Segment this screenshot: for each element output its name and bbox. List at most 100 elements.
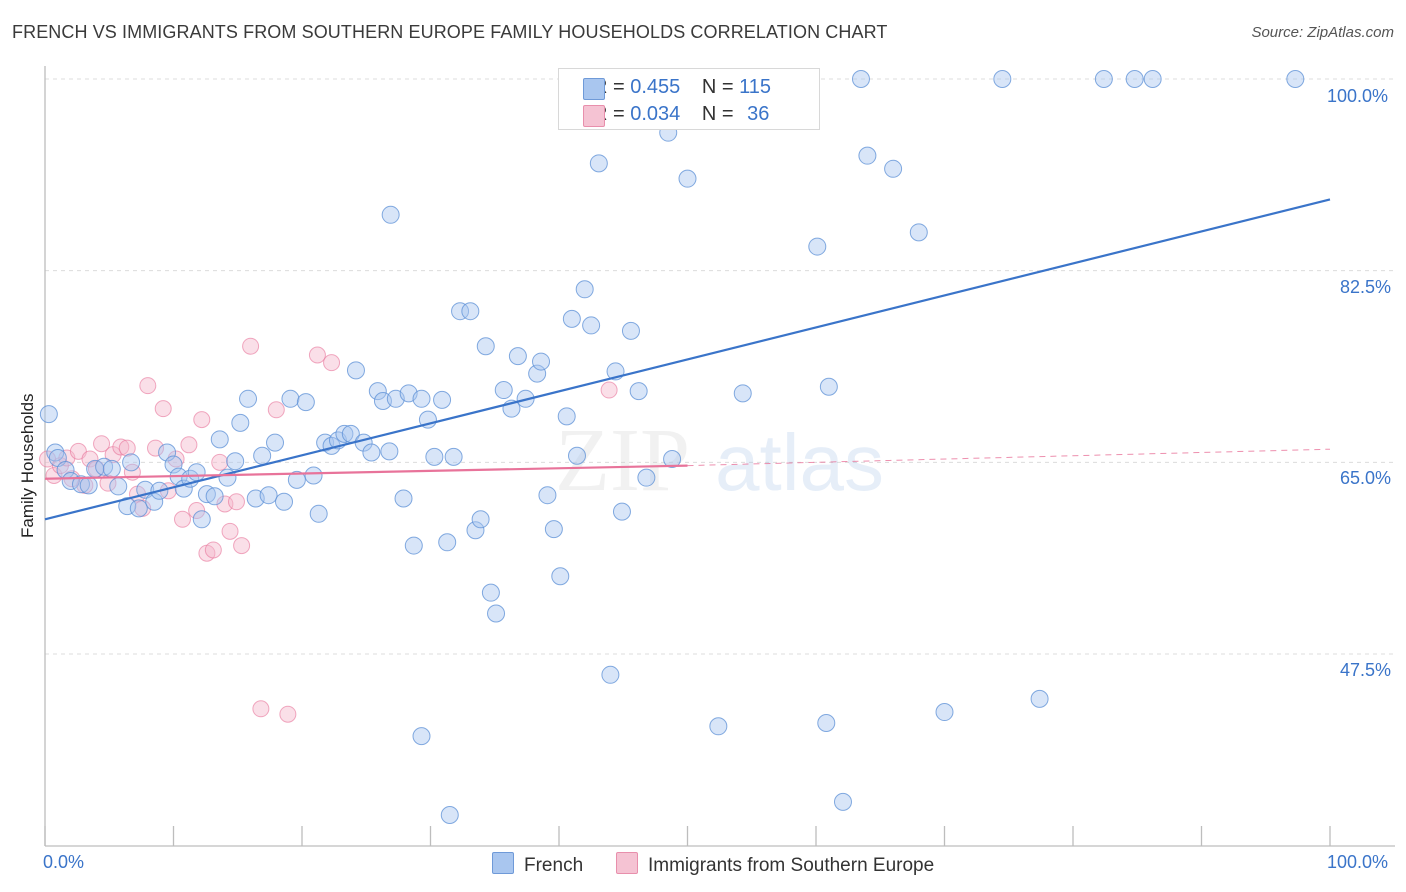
point-french: [466, 521, 485, 540]
point-french: [601, 665, 620, 684]
source-label: Source: ZipAtlas.com: [1251, 24, 1394, 41]
axes: [44, 66, 1395, 847]
point-french: [346, 361, 365, 380]
point-immigrants: [204, 541, 222, 559]
point-french: [281, 389, 300, 408]
series-legend-immigrants: Immigrants from Southern Europe: [616, 852, 934, 877]
point-immigrants: [193, 411, 211, 429]
point-french: [481, 583, 500, 602]
point-french: [71, 475, 90, 494]
point-french: [1286, 70, 1305, 88]
point-immigrants: [252, 700, 270, 718]
point-french: [381, 205, 400, 224]
trend-line-immigrants: [44, 464, 688, 480]
point-french: [575, 280, 594, 299]
point-french: [1143, 70, 1162, 88]
trend-line-french: [44, 198, 1331, 521]
legend-bottom-french: French: [524, 855, 584, 876]
point-french: [935, 703, 954, 722]
trend-lines: [44, 198, 1331, 521]
point-french: [226, 452, 245, 471]
point-french: [425, 447, 444, 466]
point-immigrants: [279, 705, 297, 723]
legend-row-immigrants: R = 0.034 N = 36: [583, 103, 769, 127]
point-immigrants: [188, 502, 206, 520]
point-french: [612, 502, 631, 521]
gridlines: [45, 78, 1395, 655]
y-tick-100: 100.0%: [1327, 86, 1389, 106]
point-french: [187, 463, 206, 482]
point-french: [1030, 689, 1049, 708]
point-immigrants: [81, 450, 99, 468]
point-french: [266, 433, 285, 452]
point-immigrants: [154, 400, 172, 418]
legend-bottom-swatch-pink: [616, 852, 638, 874]
correlation-legend: R = 0.455 N = 115 R = 0.034 N = 36: [558, 68, 820, 130]
point-french: [433, 390, 452, 409]
legend-bottom-immigrants: Immigrants from Southern Europe: [648, 855, 935, 876]
series-legend-french: French: [492, 852, 583, 877]
point-french: [362, 443, 381, 462]
watermark-zip: ZIP: [555, 411, 690, 510]
point-french: [239, 389, 258, 408]
point-french: [629, 382, 648, 401]
point-french: [404, 536, 423, 555]
point-french: [663, 450, 682, 469]
point-french: [309, 504, 328, 523]
point-french: [508, 347, 527, 366]
point-french: [589, 154, 608, 173]
legend-row-french: R = 0.455 N = 115: [583, 76, 772, 100]
x-tick-max: 100.0%: [1327, 852, 1389, 872]
point-immigrants: [173, 510, 191, 528]
point-french: [368, 382, 387, 401]
point-french: [909, 223, 928, 242]
point-french: [253, 446, 272, 465]
point-immigrants: [221, 522, 239, 540]
point-french: [532, 352, 551, 371]
point-french: [287, 470, 306, 489]
point-french: [444, 447, 463, 466]
point-french: [1125, 70, 1144, 88]
point-french: [304, 466, 323, 485]
point-french: [192, 510, 211, 529]
legend-swatch-blue: [583, 78, 605, 100]
point-french: [205, 487, 224, 506]
point-french: [275, 492, 294, 511]
point-french: [551, 567, 570, 586]
point-immigrants: [139, 377, 157, 395]
point-french: [678, 169, 697, 188]
chart-title: FRENCH VS IMMIGRANTS FROM SOUTHERN EUROP…: [12, 22, 888, 42]
point-immigrants: [93, 435, 111, 453]
series-french-points: [39, 70, 1305, 824]
point-french: [557, 407, 576, 426]
point-french: [394, 489, 413, 508]
point-french: [61, 471, 80, 490]
point-french: [544, 520, 563, 539]
r-value-french: 0.455: [630, 76, 681, 98]
point-immigrants: [267, 401, 285, 419]
point-french: [296, 393, 315, 412]
point-french: [494, 381, 513, 400]
point-french: [118, 497, 137, 516]
n-value-french: 115: [739, 76, 772, 98]
point-french: [95, 457, 114, 476]
point-immigrants: [211, 453, 229, 471]
point-french: [471, 510, 490, 529]
point-french: [39, 405, 58, 424]
point-french: [817, 714, 836, 732]
x-tick-min: 0.0%: [43, 852, 85, 872]
point-french: [335, 424, 354, 443]
point-french: [259, 486, 278, 505]
point-french: [79, 476, 98, 495]
point-french: [567, 446, 586, 465]
trend-line-immigrants-extension: [687, 448, 1331, 467]
point-french: [380, 442, 399, 461]
point-french: [851, 70, 870, 88]
point-immigrants: [180, 436, 198, 454]
point-french: [528, 364, 547, 383]
point-french: [833, 792, 852, 811]
n-label-2: N =: [701, 103, 734, 125]
point-french: [197, 485, 216, 504]
legend-bottom-swatch-blue: [492, 852, 514, 874]
